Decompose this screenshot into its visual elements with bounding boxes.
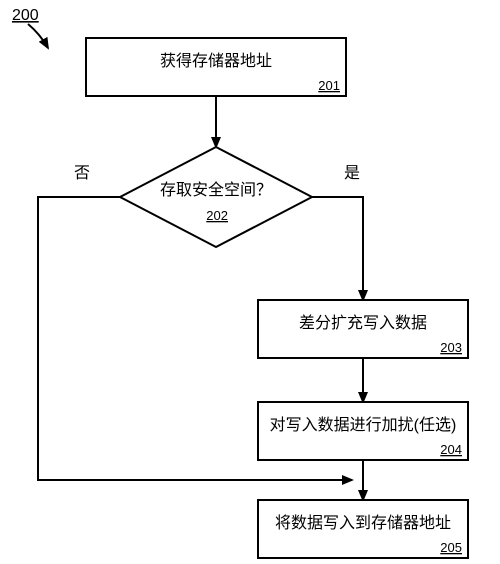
node-203-number: 203 [440,340,462,355]
branch-no-label: 否 [74,165,90,182]
flowchart: 200 获得存储器地址 201 存取安全空间？ 202 否 是 差分扩充写入数据… [0,0,500,564]
node-204: 对写入数据进行加扰(任选) 204 [258,402,468,460]
node-203-label: 差分扩充写入数据 [299,314,427,332]
node-202-label: 存取安全空间？ [160,181,272,199]
node-201-number: 201 [318,78,340,93]
node-201-label: 获得存储器地址 [160,52,272,70]
figure-label: 200 [12,7,39,24]
node-205: 将数据写入到存储器地址 205 [258,500,468,558]
node-205-label: 将数据写入到存储器地址 [275,514,451,532]
node-205-number: 205 [440,540,462,555]
node-202: 存取安全空间？ 202 [120,147,312,247]
node-204-number: 204 [440,442,462,457]
figure-pointer [28,24,48,48]
node-204-label: 对写入数据进行加扰(任选) [270,416,457,434]
branch-yes-label: 是 [344,165,360,182]
node-203: 差分扩充写入数据 203 [258,300,468,358]
edge-202-203 [312,197,363,300]
node-201: 获得存储器地址 201 [86,38,346,96]
node-202-number: 202 [206,208,228,223]
